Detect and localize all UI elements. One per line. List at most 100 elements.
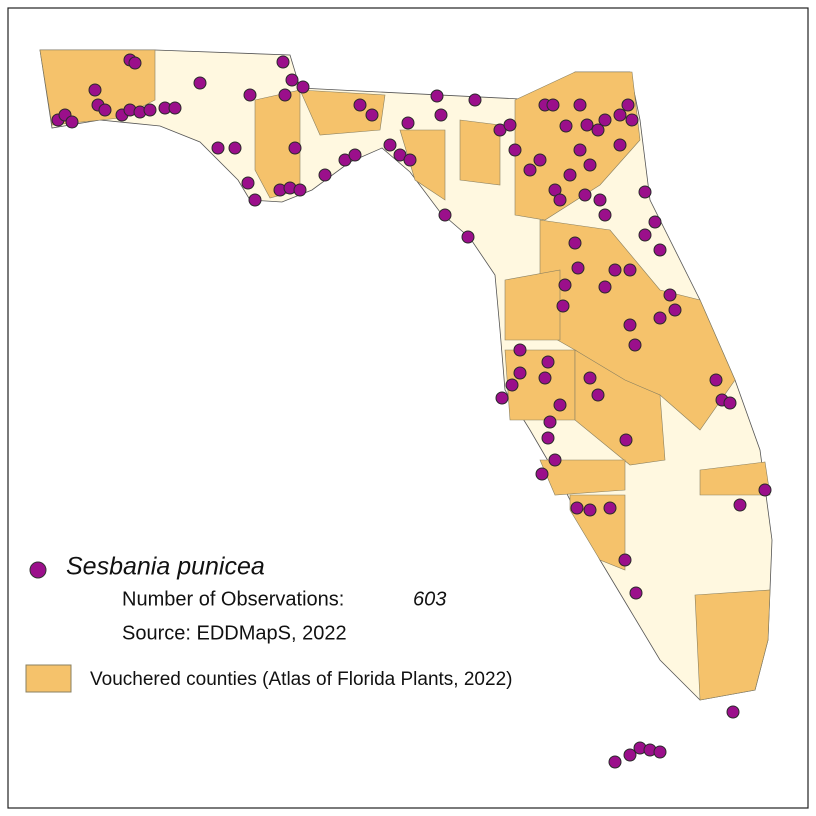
observation-dot (365, 108, 379, 122)
observation-dot (211, 141, 225, 155)
observation-dot (495, 391, 509, 405)
observation-dot (241, 176, 255, 190)
observation-dot (523, 163, 537, 177)
observation-dot (65, 115, 79, 129)
observation-dot (243, 88, 257, 102)
observation-dot (625, 113, 639, 127)
observation-dot (598, 280, 612, 294)
observation-dot (618, 553, 632, 567)
species-name: Sesbania punicea (66, 553, 265, 581)
observation-dot (553, 398, 567, 412)
observation-dot (613, 108, 627, 122)
observation-dot (143, 103, 157, 117)
observation-dot (353, 98, 367, 112)
observation-dot (538, 371, 552, 385)
observation-dot (278, 88, 292, 102)
observation-dot (608, 755, 622, 769)
legend-dot (29, 561, 47, 579)
county (694, 589, 771, 701)
county (699, 461, 771, 496)
observation-dot (228, 141, 242, 155)
observation-dot (548, 453, 562, 467)
observation-dot (583, 503, 597, 517)
observations-count: 603 (413, 588, 446, 610)
observation-dot (653, 243, 667, 257)
county (539, 219, 736, 431)
observation-dot (434, 108, 448, 122)
observation-dot (709, 373, 723, 387)
observation-dot (293, 183, 307, 197)
observation-dot (583, 371, 597, 385)
observation-dot (733, 498, 747, 512)
observation-dot (758, 483, 772, 497)
observation-dot (628, 338, 642, 352)
observation-dot (430, 89, 444, 103)
observation-dot (583, 158, 597, 172)
observations-label: Number of Observations: (122, 588, 344, 610)
observation-dot (401, 116, 415, 130)
county (539, 459, 626, 496)
legend-swatch (25, 664, 72, 693)
observation-dot (468, 93, 482, 107)
observation-dot (668, 303, 682, 317)
observation-dot (623, 748, 637, 762)
observation-dot (276, 55, 290, 69)
observation-dot (638, 185, 652, 199)
observation-dot (535, 467, 549, 481)
observation-dot (383, 138, 397, 152)
observation-dot (403, 153, 417, 167)
observation-dot (541, 355, 555, 369)
observation-dot (503, 118, 517, 132)
observation-dot (570, 501, 584, 515)
observation-dot (168, 101, 182, 115)
observation-dot (573, 143, 587, 157)
observation-dot (623, 263, 637, 277)
observation-dot (598, 113, 612, 127)
observation-dot (653, 311, 667, 325)
observation-dot (608, 263, 622, 277)
observation-dot (558, 278, 572, 292)
observation-dot (603, 501, 617, 515)
observation-dot (571, 261, 585, 275)
observation-dot (578, 188, 592, 202)
observation-dot (653, 745, 667, 759)
observation-dot (285, 73, 299, 87)
observation-dot (559, 119, 573, 133)
observation-dot (568, 236, 582, 250)
observation-dot (318, 168, 332, 182)
county (574, 349, 666, 466)
observation-dot (505, 378, 519, 392)
observation-dot (613, 138, 627, 152)
observation-dot (556, 299, 570, 313)
observation-dot (638, 228, 652, 242)
observation-dot (533, 153, 547, 167)
observation-dot (629, 586, 643, 600)
county (504, 269, 561, 341)
vouchered-label: Vouchered counties (Atlas of Florida Pla… (90, 669, 512, 690)
observation-dot (461, 230, 475, 244)
observations (51, 53, 772, 769)
observation-dot (593, 193, 607, 207)
observation-dot (591, 388, 605, 402)
observation-dot (88, 83, 102, 97)
source: Source: EDDMapS, 2022 (122, 622, 347, 644)
observation-dot (128, 56, 142, 70)
observation-dot (543, 415, 557, 429)
observation-dot (623, 318, 637, 332)
observation-dot (553, 193, 567, 207)
observation-dot (98, 103, 112, 117)
observation-dot (723, 396, 737, 410)
observation-dot (296, 80, 310, 94)
observation-dot (580, 118, 594, 132)
observation-dot (513, 366, 527, 380)
vouchered-counties (39, 49, 771, 701)
observation-dot (438, 208, 452, 222)
observation-dot (348, 148, 362, 162)
observation-dot (663, 288, 677, 302)
observation-dot (648, 215, 662, 229)
observation-dot (591, 123, 605, 137)
observation-dot (726, 705, 740, 719)
observation-dot (248, 193, 262, 207)
observation-dot (193, 76, 207, 90)
